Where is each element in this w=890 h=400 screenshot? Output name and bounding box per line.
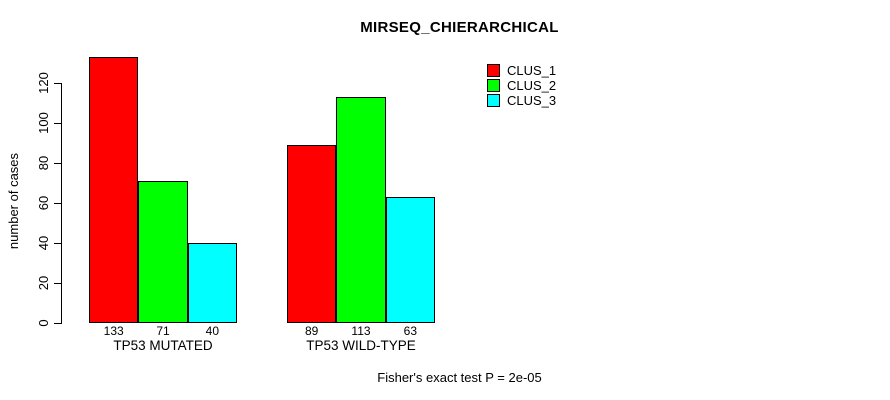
bar-value-label: 89 <box>304 324 319 338</box>
legend-swatch <box>487 79 500 92</box>
bar <box>385 197 435 323</box>
bar <box>287 145 337 323</box>
y-tick <box>54 323 61 324</box>
bar-value-label: 113 <box>351 324 371 338</box>
chart-title: MIRSEQ_CHIERARCHICAL <box>360 19 559 36</box>
legend-row: CLUS_1 <box>487 63 556 78</box>
y-tick <box>54 163 61 164</box>
category-label: TP53 MUTATED <box>113 338 213 353</box>
y-tick <box>54 283 61 284</box>
legend-swatch <box>487 94 500 107</box>
bar-value-label: 71 <box>156 324 170 338</box>
y-tick <box>54 203 61 204</box>
legend: CLUS_1 CLUS_2 CLUS_3 <box>487 63 556 108</box>
y-tick <box>54 83 61 84</box>
y-tick <box>54 243 61 244</box>
legend-label: CLUS_1 <box>507 63 557 78</box>
bar <box>138 181 188 323</box>
y-tick-label: 40 <box>36 235 51 251</box>
y-axis-line <box>61 83 62 324</box>
bar-value-label: 133 <box>103 324 124 338</box>
footer-note: Fisher's exact test P = 2e-05 <box>377 370 542 385</box>
y-tick-label: 80 <box>36 155 51 171</box>
bar-value-label: 63 <box>403 324 417 338</box>
bar <box>89 57 139 323</box>
bar <box>187 243 237 323</box>
bar <box>336 97 386 323</box>
legend-swatch <box>487 64 500 77</box>
legend-row: CLUS_3 <box>487 93 556 108</box>
legend-label: CLUS_3 <box>507 93 557 108</box>
y-tick <box>54 123 61 124</box>
y-tick-label: 20 <box>36 275 51 291</box>
y-tick-label: 120 <box>36 72 51 94</box>
legend-label: CLUS_2 <box>507 78 557 93</box>
bar-value-label: 40 <box>205 324 219 338</box>
legend-row: CLUS_2 <box>487 78 556 93</box>
category-label: TP53 WILD-TYPE <box>306 338 416 353</box>
y-tick-label: 0 <box>36 319 51 327</box>
y-axis-label: number of cases <box>6 152 21 250</box>
y-tick-label: 100 <box>36 112 51 134</box>
y-tick-label: 60 <box>36 195 51 211</box>
